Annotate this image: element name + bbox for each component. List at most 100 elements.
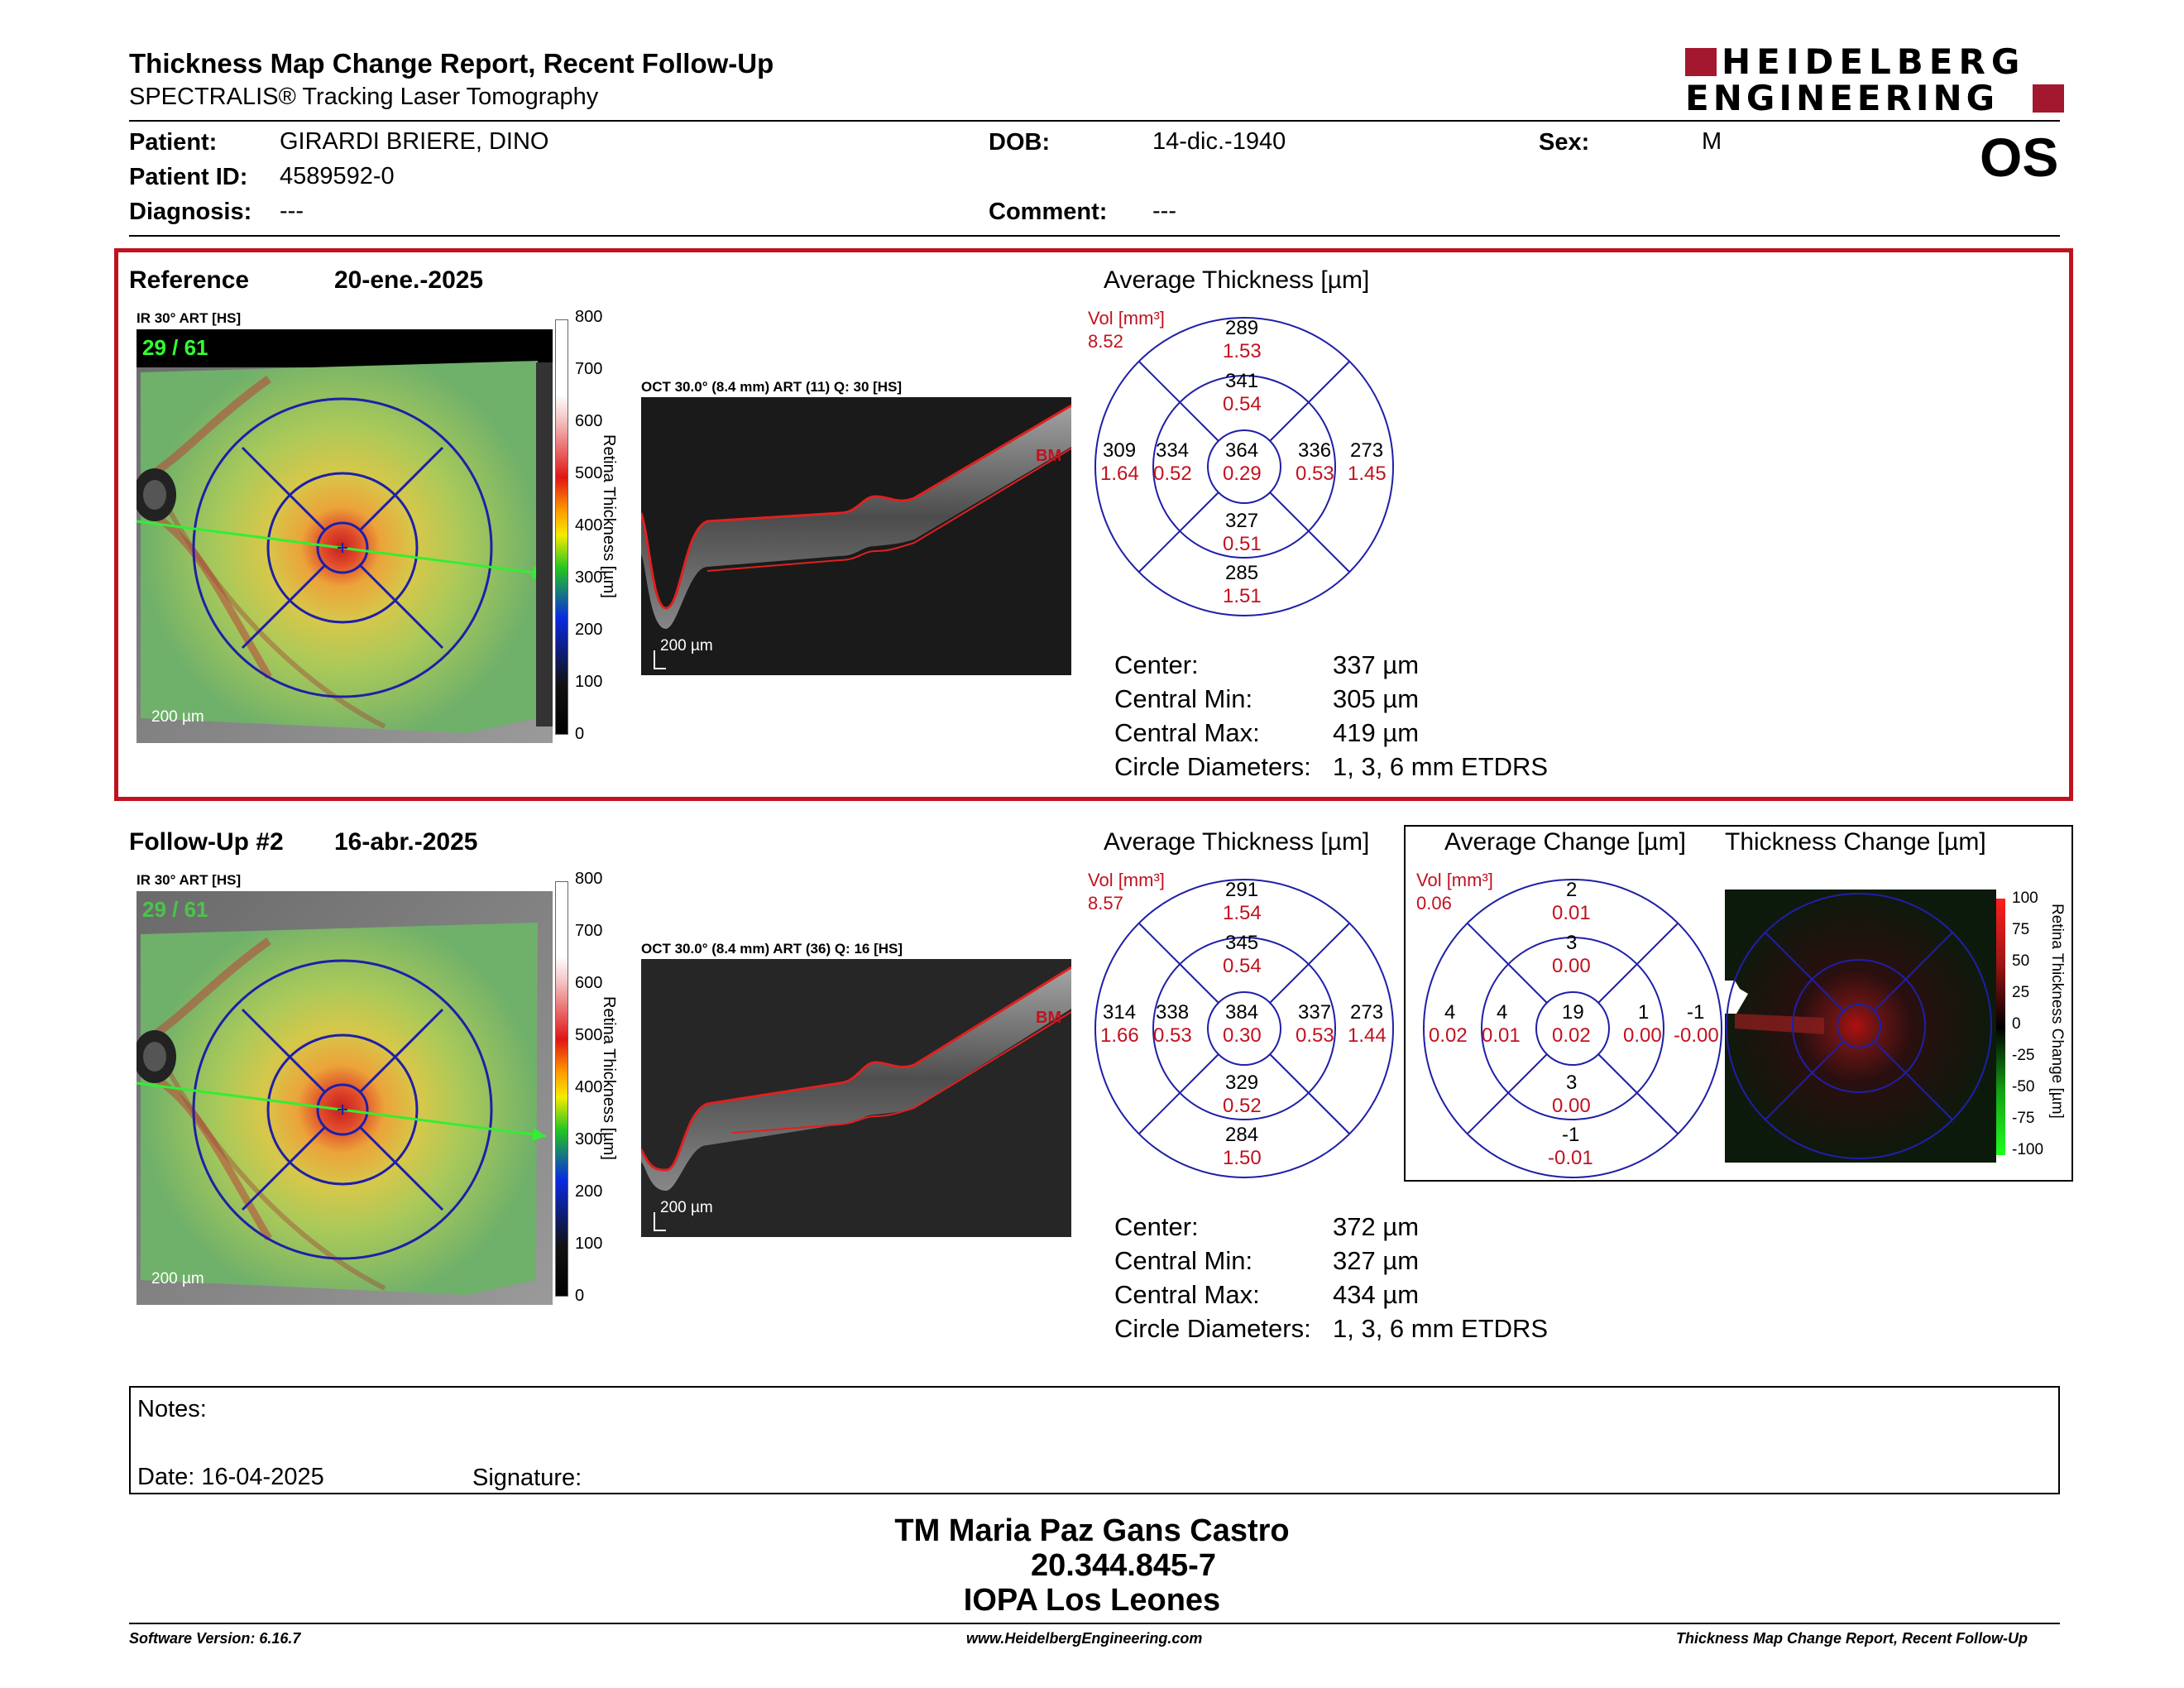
colorbar-tick: 500	[575, 1026, 603, 1044]
colorbar-tick: 800	[575, 308, 603, 326]
reference-avg-thickness-title: Average Thickness [µm]	[1104, 266, 1370, 294]
etdrs-outer-temporal: 309	[1103, 439, 1137, 462]
change-outer-temporal: 4	[1444, 1001, 1456, 1024]
patient-id: 4589592-0	[280, 163, 395, 189]
etdrs-center: 364	[1225, 439, 1259, 462]
followup-fundus-image	[136, 891, 553, 1305]
change-inner-temporal: 4	[1497, 1001, 1508, 1024]
change-inner-temporal-vol: 0.01	[1482, 1024, 1521, 1047]
colorbar-tick: 200	[575, 1182, 603, 1201]
etdrs-center: 384	[1225, 1001, 1259, 1024]
notes-box[interactable]: Notes: Date: 16-04-2025 Signature:	[129, 1386, 2060, 1494]
stat-label: Center:	[1114, 650, 1199, 679]
followup-frame-counter: 29 / 61	[142, 897, 208, 922]
change-inner-superior-vol: 0.00	[1552, 955, 1591, 977]
brand-line-2: ENGINEERING	[1685, 78, 2000, 118]
etdrs-inner-inferior: 327	[1225, 510, 1259, 532]
reference-ir-caption: IR 30° ART [HS]	[136, 310, 242, 326]
thickness-change-map	[1725, 890, 1996, 1163]
thickness-change-title: Thickness Change [µm]	[1725, 828, 1986, 856]
followup-colorbar-label: Retina Thickness [µm]	[600, 996, 618, 1160]
change-outer-temporal-vol: 0.02	[1429, 1024, 1468, 1047]
etdrs-inner-inferior: 329	[1225, 1072, 1259, 1094]
change-outer-inferior-vol: -0.01	[1548, 1147, 1593, 1169]
brand-logo: HEIDELBERG ENGINEERING	[1685, 41, 2064, 118]
change-outer-nasal: -1	[1687, 1001, 1705, 1024]
etdrs-inner-temporal: 334	[1156, 439, 1190, 462]
etdrs-inner-temporal-vol: 0.52	[1153, 463, 1192, 485]
reference-date: 20-ene.-2025	[334, 266, 484, 294]
change-tick: 50	[2012, 952, 2030, 970]
change-inner-inferior: 3	[1566, 1072, 1578, 1094]
colorbar-tick: 700	[575, 360, 603, 378]
reference-etdrs-grid	[1094, 317, 1394, 616]
etdrs-inner-superior-vol: 0.54	[1223, 955, 1262, 977]
etdrs-inner-superior-vol: 0.54	[1223, 393, 1262, 415]
footer-software-version: Software Version: 6.16.7	[129, 1630, 301, 1647]
colorbar-tick: 700	[575, 922, 603, 940]
brand-line-1: HEIDELBERG	[1722, 41, 2026, 82]
followup-etdrs-grid	[1094, 879, 1394, 1178]
header-divider	[129, 120, 2060, 122]
followup-date: 16-abr.-2025	[334, 828, 478, 856]
colorbar-tick: 500	[575, 464, 603, 482]
reference-colorbar-ticks: 800 700 600 500 400 300 200 100 0	[575, 308, 608, 743]
followup-oct-image	[641, 959, 1071, 1237]
reference-vol-label: Vol [mm³]	[1088, 308, 1165, 328]
etdrs-outer-superior-vol: 1.54	[1223, 902, 1262, 924]
change-vol-label: Vol [mm³]	[1416, 870, 1493, 890]
followup-avg-thickness-title: Average Thickness [µm]	[1104, 828, 1370, 856]
colorbar-tick: 100	[575, 1235, 603, 1253]
etdrs-outer-superior-vol: 1.53	[1223, 340, 1262, 362]
report-title: Thickness Map Change Report, Recent Foll…	[129, 48, 774, 79]
eye-label: OS	[1980, 127, 2059, 188]
change-colorbar	[1996, 899, 2005, 1155]
etdrs-outer-nasal-vol: 1.44	[1348, 1024, 1387, 1047]
change-inner-nasal: 1	[1638, 1001, 1650, 1024]
stat-label: Center:	[1114, 1212, 1199, 1241]
reference-oct-caption: OCT 30.0° (8.4 mm) ART (11) Q: 30 [HS]	[641, 379, 903, 395]
notes-signature-label: Signature:	[472, 1465, 582, 1491]
reference-oct-image	[641, 397, 1071, 675]
reference-frame-counter: 29 / 61	[142, 335, 208, 360]
followup-vol-total: 8.57	[1088, 893, 1123, 914]
etdrs-outer-temporal: 314	[1103, 1001, 1137, 1024]
colorbar-tick: 800	[575, 870, 603, 888]
etdrs-outer-inferior: 285	[1225, 562, 1259, 584]
followup-label: Follow-Up #2	[129, 828, 284, 856]
change-outer-inferior: -1	[1562, 1124, 1580, 1146]
patient-id-label: Patient ID:	[129, 164, 248, 190]
stat-label: Circle Diameters:	[1114, 752, 1311, 781]
stat-value: 419 µm	[1333, 718, 1420, 747]
stat-value: 1, 3, 6 mm ETDRS	[1333, 752, 1549, 781]
patient-name: GIRARDI BRIERE, DINO	[280, 128, 549, 155]
colorbar-tick: 600	[575, 974, 603, 992]
stat-value: 372 µm	[1333, 1212, 1420, 1241]
etdrs-inner-nasal: 337	[1298, 1001, 1332, 1024]
etdrs-inner-inferior-vol: 0.51	[1223, 533, 1262, 555]
stat-label: Central Max:	[1114, 1280, 1260, 1309]
reference-fundus-image	[136, 329, 553, 743]
etdrs-inner-temporal-vol: 0.53	[1153, 1024, 1192, 1047]
stat-label: Central Min:	[1114, 684, 1253, 713]
etdrs-outer-inferior-vol: 1.50	[1223, 1147, 1262, 1169]
etdrs-outer-temporal-vol: 1.66	[1100, 1024, 1139, 1047]
comment-label: Comment:	[989, 199, 1108, 225]
patient-name-label: Patient:	[129, 129, 218, 156]
followup-oct-caption: OCT 30.0° (8.4 mm) ART (36) Q: 16 [HS]	[641, 941, 903, 957]
colorbar-tick: 0	[575, 1287, 585, 1305]
colorbar-tick: 300	[575, 568, 603, 587]
patient-divider	[129, 235, 2060, 237]
footer-divider	[129, 1623, 2060, 1624]
footer-website[interactable]: www.HeidelbergEngineering.com	[966, 1630, 1203, 1647]
etdrs-outer-nasal-vol: 1.45	[1348, 463, 1387, 485]
change-colorbar-ticks: 100 75 50 25 0 -25 -50 -75 -100	[2012, 890, 2053, 1163]
followup-colorbar-ticks: 800 700 600 500 400 300 200 100 0	[575, 870, 608, 1305]
change-tick: -100	[2012, 1141, 2044, 1158]
stat-label: Circle Diameters:	[1114, 1314, 1311, 1343]
followup-vol-label: Vol [mm³]	[1088, 870, 1165, 890]
brand-square-bottom	[2033, 84, 2064, 113]
change-tick: -25	[2012, 1047, 2035, 1064]
etdrs-outer-temporal-vol: 1.64	[1100, 463, 1139, 485]
reference-vol-total: 8.52	[1088, 331, 1123, 352]
